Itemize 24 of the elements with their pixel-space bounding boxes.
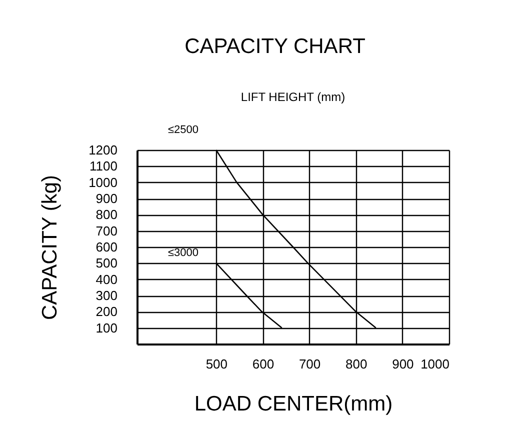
y-tick-label: 600 xyxy=(96,240,118,254)
x-axis-title: LOAD CENTER(mm) xyxy=(194,392,393,416)
x-tick-label: 700 xyxy=(298,356,321,372)
y-tick-label: 1200 xyxy=(88,142,118,158)
y-tick-label: 800 xyxy=(96,207,118,222)
y-tick-label: 300 xyxy=(96,288,118,303)
y-tick-label: 400 xyxy=(96,272,118,287)
x-tick-label: 900 xyxy=(392,356,414,372)
series-label: ≤3000 xyxy=(168,247,199,259)
y-tick-label: 1000 xyxy=(88,174,118,190)
y-tick-label: 200 xyxy=(96,304,118,320)
y-tick-label: 700 xyxy=(96,223,118,238)
x-tick-label: 500 xyxy=(206,356,228,372)
chart-title: CAPACITY CHART xyxy=(184,35,366,58)
y-tick-label: 900 xyxy=(96,191,118,206)
x-tick-label: 800 xyxy=(346,356,368,372)
y-tick-label: 500 xyxy=(96,256,118,271)
y-axis-title: CAPACITY (kg) xyxy=(38,174,62,320)
x-tick-label: 600 xyxy=(252,356,274,372)
y-tick-label: 100 xyxy=(96,320,118,336)
x-tick-label: 1000 xyxy=(420,356,450,372)
legend-title: LIFT HEIGHT (mm) xyxy=(240,90,346,104)
text: ≤2500 xyxy=(168,124,199,136)
y-tick-label: 1100 xyxy=(90,158,118,174)
